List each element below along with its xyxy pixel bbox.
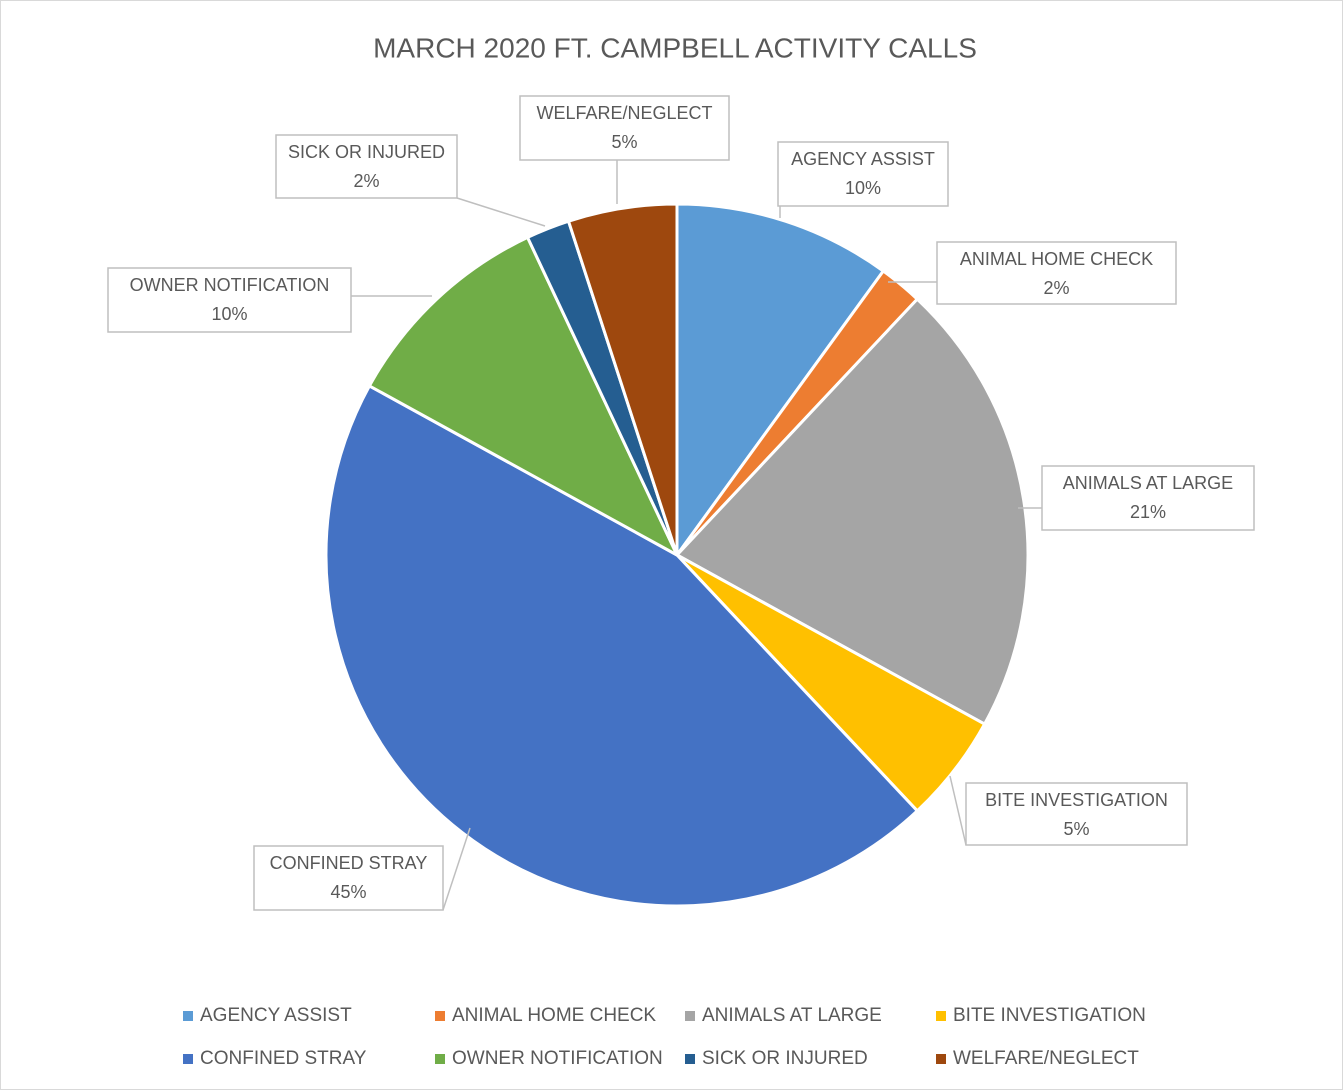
label-box <box>275 134 458 199</box>
label-box <box>936 241 1177 305</box>
legend-label: AGENCY ASSIST <box>200 1005 352 1026</box>
legend-label: ANIMALS AT LARGE <box>702 1005 882 1026</box>
pie-slice <box>566 202 679 556</box>
data-label-value: 2% <box>353 171 379 191</box>
legend-swatch <box>936 1054 946 1064</box>
legend-swatch <box>685 1011 695 1021</box>
data-label-name: ANIMAL HOME CHECK <box>960 249 1153 269</box>
leader-line <box>949 775 967 846</box>
pie-slice <box>675 202 886 560</box>
legend-label: ANIMAL HOME CHECK <box>452 1005 656 1026</box>
label-box <box>1041 465 1255 531</box>
legend-swatch <box>685 1054 695 1064</box>
data-label-value: 10% <box>211 304 247 324</box>
legend-swatch <box>183 1011 193 1021</box>
label-box <box>107 267 352 333</box>
label-box <box>965 782 1188 846</box>
legend-label: BITE INVESTIGATION <box>953 1005 1146 1026</box>
pie-slice <box>324 383 920 908</box>
legend-swatch <box>435 1054 445 1064</box>
data-label-name: SICK OR INJURED <box>288 142 445 162</box>
data-label-name: OWNER NOTIFICATION <box>130 275 330 295</box>
data-label-name: ANIMALS AT LARGE <box>1063 473 1233 493</box>
data-label-name: AGENCY ASSIST <box>791 149 935 169</box>
legend-label: SICK OR INJURED <box>702 1048 868 1069</box>
data-label-name: BITE INVESTIGATION <box>985 790 1168 810</box>
data-label-value: 21% <box>1130 502 1166 522</box>
legend-label: OWNER NOTIFICATION <box>452 1048 663 1069</box>
data-label-value: 45% <box>330 882 366 902</box>
label-box <box>777 141 949 207</box>
data-label-name: WELFARE/NEGLECT <box>536 103 712 123</box>
legend-swatch <box>936 1011 946 1021</box>
label-box <box>519 95 730 161</box>
label-box <box>253 845 444 911</box>
data-label-value: 5% <box>611 132 637 152</box>
pie-slice <box>367 235 681 559</box>
leader-line <box>456 197 546 227</box>
chart-title: MARCH 2020 FT. CAMPBELL ACTIVITY CALLS <box>373 32 977 63</box>
leader-line <box>442 827 471 911</box>
data-label-value: 10% <box>845 178 881 198</box>
legend-label: WELFARE/NEGLECT <box>953 1048 1139 1069</box>
data-label-value: 2% <box>1043 278 1069 298</box>
legend-swatch <box>183 1054 193 1064</box>
pie-slice <box>674 297 1030 727</box>
data-label-value: 5% <box>1063 819 1089 839</box>
legend-swatch <box>435 1011 445 1021</box>
legend-label: CONFINED STRAY <box>200 1048 367 1069</box>
data-label-name: CONFINED STRAY <box>270 853 428 873</box>
